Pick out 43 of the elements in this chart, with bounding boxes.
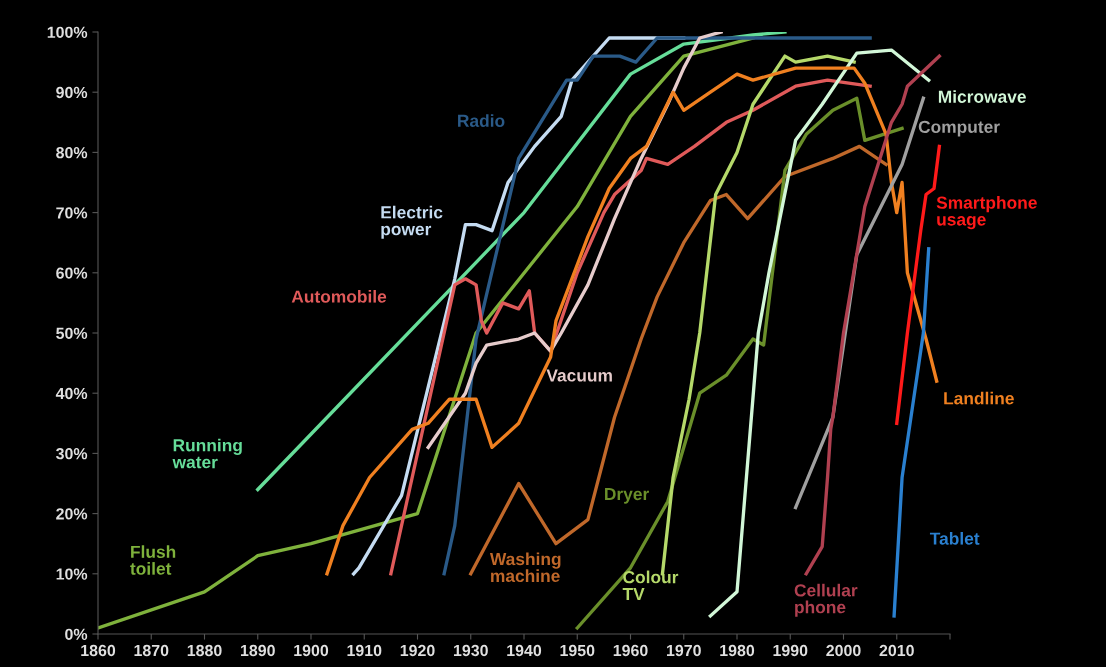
text: Automobile — [291, 289, 387, 303]
x-tick-label: 2000 — [826, 644, 861, 657]
x-tick-label: 1980 — [720, 644, 755, 657]
series-label: Flush toilet — [130, 545, 176, 575]
y-tick-label: 30% — [55, 448, 88, 460]
x-tick-label: 1960 — [613, 644, 648, 657]
x-tick-label: 1890 — [240, 644, 275, 657]
series-label: Running water — [172, 438, 242, 469]
x-tick-label: 1880 — [187, 644, 222, 657]
x-tick-label: 2010 — [879, 644, 914, 657]
y-tick-label: 90% — [56, 86, 88, 99]
y-tick-label: 0% — [65, 628, 88, 640]
line-series — [892, 247, 931, 618]
series-label: Electric power — [381, 205, 443, 239]
y-tick-label: 20% — [56, 508, 88, 520]
series-label: Cellular phone — [794, 583, 858, 617]
series-label: Computer — [918, 120, 1000, 137]
series-label: Vacuum — [546, 369, 612, 382]
series-label: Colour TV — [622, 570, 679, 600]
x-tick-label: 1930 — [453, 644, 488, 657]
x-tick-label: 1870 — [134, 644, 169, 657]
series-label: Tablet — [929, 532, 980, 545]
x-tick-label: 1900 — [294, 644, 329, 657]
x-tick-label: 1910 — [347, 644, 382, 657]
x-tick-label: 1920 — [400, 644, 435, 657]
y-tick-label: 50% — [56, 327, 88, 339]
x-tick-label: 1860 — [81, 644, 116, 657]
series-label: Radio — [458, 114, 505, 127]
y-tick-label: 70% — [56, 207, 88, 219]
series-label: Washing machine — [489, 552, 561, 583]
x-tick-label: 1970 — [666, 644, 701, 657]
series-label: Microwave — [938, 90, 1026, 103]
x-tick-label: 1940 — [507, 644, 542, 657]
x-tick-label: 1950 — [560, 644, 595, 657]
series-label: Landline — [944, 391, 1014, 405]
y-tick-label: 10% — [56, 568, 88, 580]
y-tick-label: 40% — [55, 387, 88, 400]
y-tick-label: 100% — [47, 26, 88, 38]
series-label: Smartphone usage — [936, 196, 1037, 230]
y-tick-label: 60% — [56, 267, 88, 279]
x-tick-label: 1990 — [773, 644, 808, 657]
series-label: Dryer — [605, 488, 649, 504]
y-tick-label: 80% — [56, 147, 88, 159]
